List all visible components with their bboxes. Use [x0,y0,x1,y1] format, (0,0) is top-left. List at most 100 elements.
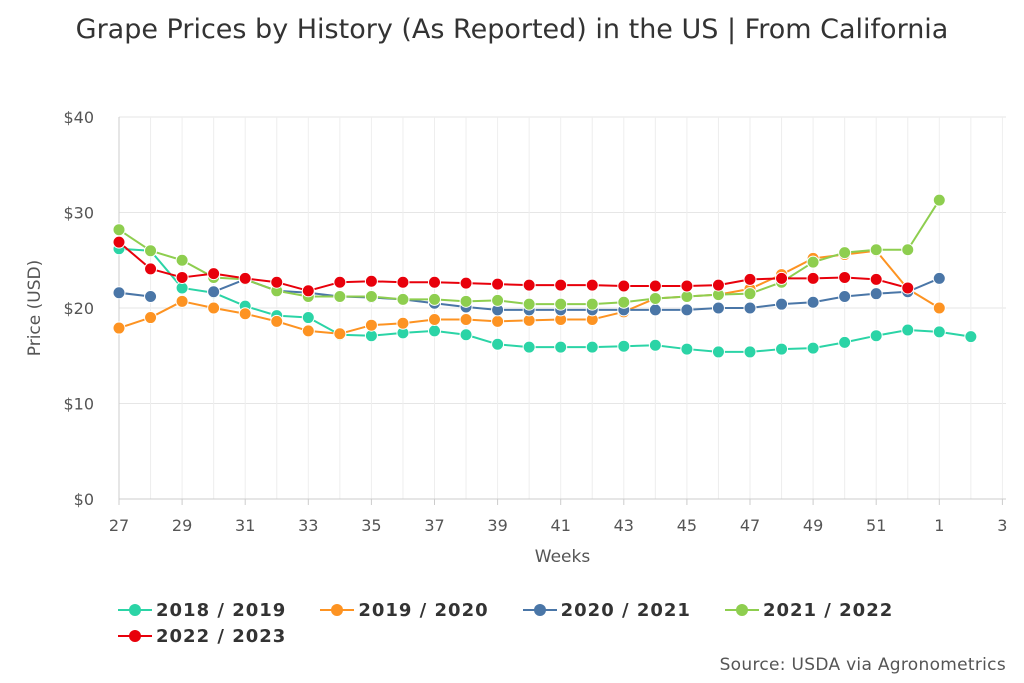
data-point[interactable] [301,324,315,338]
data-point[interactable] [775,271,789,285]
data-point[interactable] [333,327,347,341]
data-point[interactable] [491,293,505,307]
legend-item[interactable]: 2018 / 2019 [118,597,286,623]
data-point[interactable] [112,235,126,249]
data-point[interactable] [901,323,915,337]
data-point[interactable] [617,339,631,353]
data-point[interactable] [112,223,126,237]
legend-dot [331,604,344,616]
data-point[interactable] [901,281,915,295]
data-point[interactable] [207,301,221,315]
data-point[interactable] [869,243,883,257]
legend-marker-icon [118,629,152,643]
data-point[interactable] [522,340,536,354]
data-point[interactable] [459,294,473,308]
data-point[interactable] [617,279,631,293]
data-point[interactable] [364,290,378,304]
data-point[interactable] [680,303,694,317]
data-point[interactable] [459,328,473,342]
data-point[interactable] [838,290,852,304]
data-point[interactable] [175,294,189,308]
data-point[interactable] [144,290,158,304]
data-point[interactable] [554,297,568,311]
data-point[interactable] [648,291,662,305]
legend-item[interactable]: 2019 / 2020 [320,597,488,623]
data-point[interactable] [648,303,662,317]
data-point[interactable] [743,301,757,315]
data-point[interactable] [964,330,978,344]
data-point[interactable] [428,292,441,306]
data-point[interactable] [175,270,189,284]
data-point[interactable] [112,286,126,300]
data-point[interactable] [617,295,631,309]
data-point[interactable] [838,270,852,284]
data-point[interactable] [648,338,662,352]
data-point[interactable] [932,271,946,285]
data-point[interactable] [680,342,694,356]
data-point[interactable] [554,340,568,354]
data-point[interactable] [869,329,883,343]
data-point[interactable] [585,278,599,292]
data-point[interactable] [333,275,347,289]
data-point[interactable] [522,278,536,292]
data-point[interactable] [144,262,158,276]
data-point[interactable] [806,271,820,285]
data-point[interactable] [806,295,820,309]
data-point[interactable] [238,307,252,321]
data-point[interactable] [459,312,473,326]
data-point[interactable] [238,271,252,285]
data-point[interactable] [806,341,820,355]
x-tick-label: 47 [740,516,760,535]
data-point[interactable] [648,279,662,293]
data-point[interactable] [112,321,126,335]
data-point[interactable] [364,274,378,288]
data-point[interactable] [270,314,284,328]
data-point[interactable] [932,325,946,339]
legend-item[interactable]: 2021 / 2022 [724,597,893,623]
data-point[interactable] [932,301,946,315]
data-point[interactable] [932,193,946,207]
data-point[interactable] [144,311,158,325]
data-point[interactable] [175,253,189,267]
data-point[interactable] [270,275,284,289]
data-point[interactable] [585,340,599,354]
data-point[interactable] [364,318,378,332]
data-point[interactable] [806,255,820,269]
data-point[interactable] [869,287,883,301]
data-point[interactable] [301,311,315,325]
data-point[interactable] [585,297,599,311]
data-point[interactable] [301,284,315,298]
data-point[interactable] [680,279,694,293]
data-point[interactable] [207,267,221,281]
data-point[interactable] [459,276,473,290]
data-point[interactable] [711,345,725,359]
data-point[interactable] [838,246,852,260]
data-point[interactable] [775,342,789,356]
data-point[interactable] [144,244,158,258]
data-point[interactable] [869,272,883,286]
data-point[interactable] [428,312,441,326]
data-point[interactable] [333,290,347,304]
data-point[interactable] [428,324,441,338]
data-point[interactable] [428,275,441,289]
x-tick-label: 51 [866,516,886,535]
data-point[interactable] [743,345,757,359]
data-point[interactable] [554,278,568,292]
data-point[interactable] [743,272,757,286]
data-point[interactable] [491,337,505,351]
data-point[interactable] [522,297,536,311]
data-point[interactable] [711,301,725,315]
legend-item[interactable]: 2022 / 2023 [118,623,286,649]
data-point[interactable] [711,278,725,292]
data-point[interactable] [491,314,505,328]
data-point[interactable] [838,335,852,349]
data-point[interactable] [207,285,221,299]
data-point[interactable] [491,277,505,291]
data-point[interactable] [396,275,410,289]
legend-item[interactable]: 2020 / 2021 [522,597,691,623]
data-point[interactable] [396,316,410,330]
data-point[interactable] [743,287,757,301]
data-point[interactable] [396,292,410,306]
data-point[interactable] [901,243,915,257]
data-point[interactable] [775,297,789,311]
